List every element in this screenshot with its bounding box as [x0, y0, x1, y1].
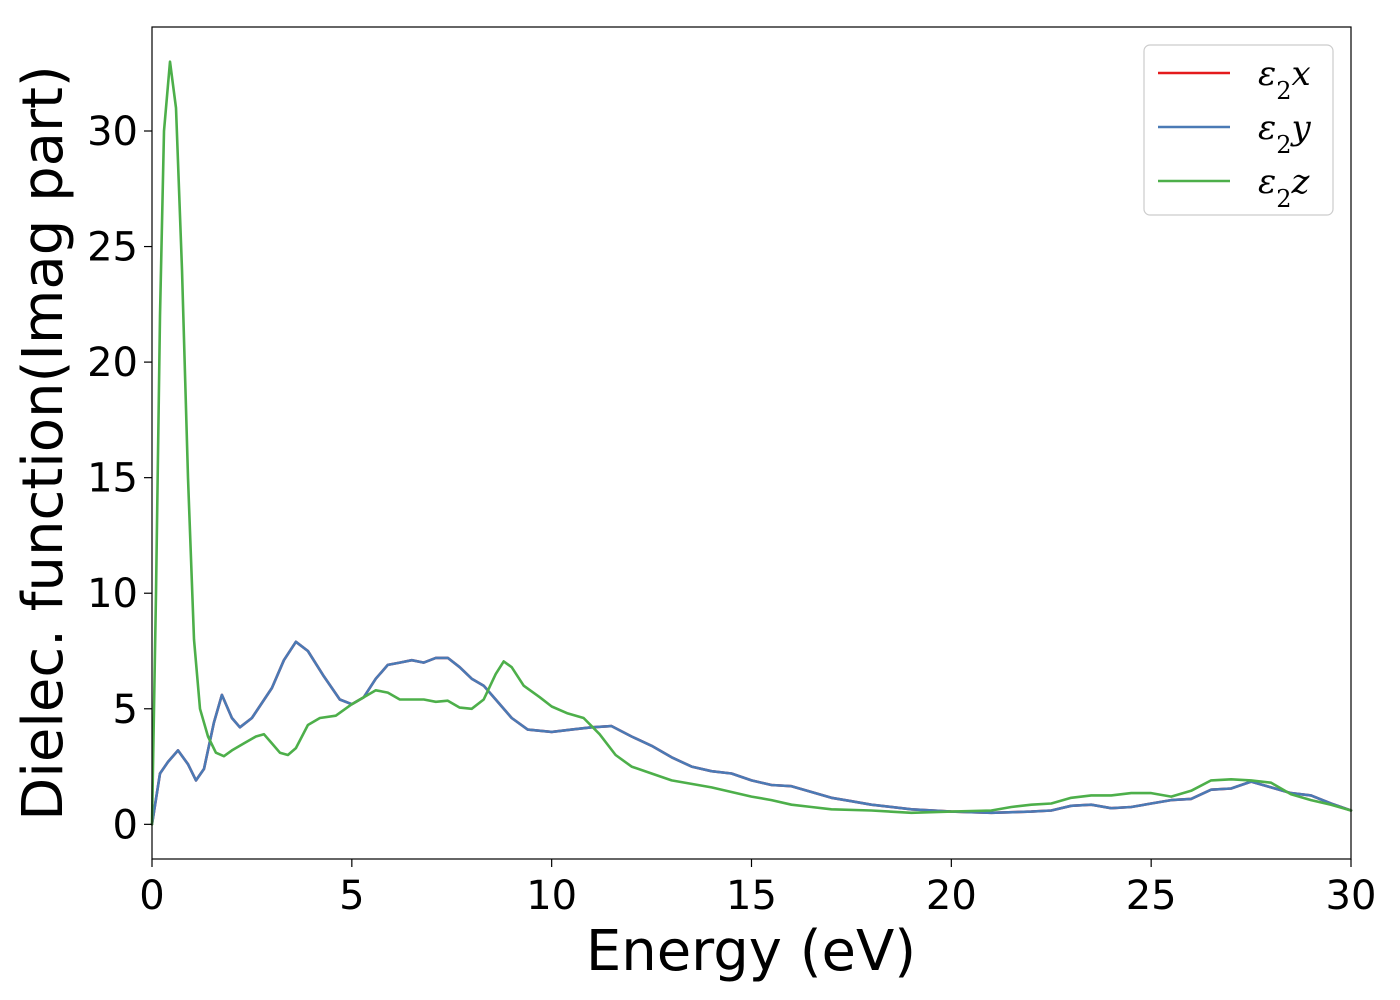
y-tick-label: 20	[87, 340, 138, 386]
series-line-2	[150, 60, 1353, 826]
y-tick-label: 5	[113, 687, 138, 733]
y-tick-label: 15	[87, 456, 138, 502]
y-tick-label: 25	[87, 225, 138, 271]
x-tick-label: 5	[339, 873, 364, 919]
x-tick-label: 10	[526, 873, 577, 919]
y-axis: 0 5 10 15 20 25 30	[87, 109, 152, 848]
x-axis-label: Energy (eV)	[586, 919, 916, 984]
x-tick-label: 15	[726, 873, 777, 919]
legend-label-2: ε2z	[1258, 162, 1311, 213]
y-tick-label: 0	[113, 802, 138, 848]
x-axis: 0 5 10 15 20 25 30	[139, 859, 1376, 919]
legend-label-0: ε2x	[1258, 54, 1311, 105]
legend-label-1: ε2y	[1258, 108, 1312, 159]
x-tick-label: 0	[139, 873, 164, 919]
y-tick-label: 30	[87, 109, 138, 155]
x-tick-label: 30	[1326, 873, 1377, 919]
plot-lines	[150, 60, 1353, 826]
y-axis-label: Dielec. function(Imag part)	[11, 65, 76, 821]
x-tick-label: 25	[1126, 873, 1177, 919]
y-tick-label: 10	[87, 571, 138, 617]
legend-box	[1143, 44, 1334, 216]
x-tick-label: 20	[926, 873, 977, 919]
series-line-1	[150, 640, 1353, 826]
